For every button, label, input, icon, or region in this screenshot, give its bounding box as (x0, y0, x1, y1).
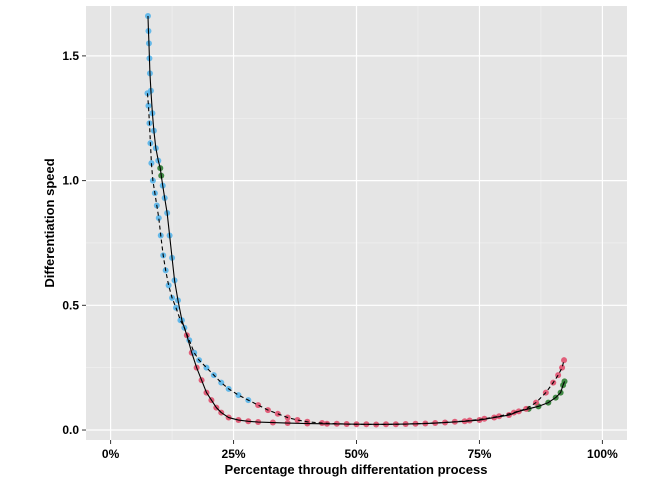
series-2-point (559, 364, 566, 371)
y-tick-label: 1.5 (62, 49, 79, 63)
series-2-point (165, 282, 172, 289)
x-tick-label: 100% (587, 447, 618, 461)
y-axis: 0.0 0.5 1.0 1.5 (62, 49, 86, 437)
x-tick-label: 75% (467, 447, 491, 461)
series-1-point (144, 12, 151, 19)
series-2-point (145, 102, 152, 109)
series-2-point (235, 392, 242, 399)
x-axis-title: Percentage through differentation proces… (225, 462, 488, 477)
series-2-point (148, 160, 155, 167)
series-2-point (294, 417, 301, 424)
y-tick-label: 1.0 (62, 174, 79, 188)
series-2-point (155, 215, 162, 222)
major-gridlines (86, 6, 627, 440)
x-tick-label: 0% (102, 447, 120, 461)
y-tick-label: 0.0 (62, 423, 79, 437)
x-tick-label: 50% (344, 447, 368, 461)
x-tick-label: 25% (222, 447, 246, 461)
series-1-point (561, 378, 568, 385)
series-2-point (555, 372, 562, 379)
y-axis-title: Differentiation speed (42, 158, 57, 287)
x-axis: 0% 25% 50% 75% 100% (102, 440, 618, 461)
series-2-point (255, 402, 262, 409)
series-2-point (561, 357, 568, 364)
y-tick-label: 0.5 (62, 298, 79, 312)
series-layer (146, 15, 566, 426)
series-2-line (146, 93, 565, 426)
series-2-point (144, 90, 151, 97)
